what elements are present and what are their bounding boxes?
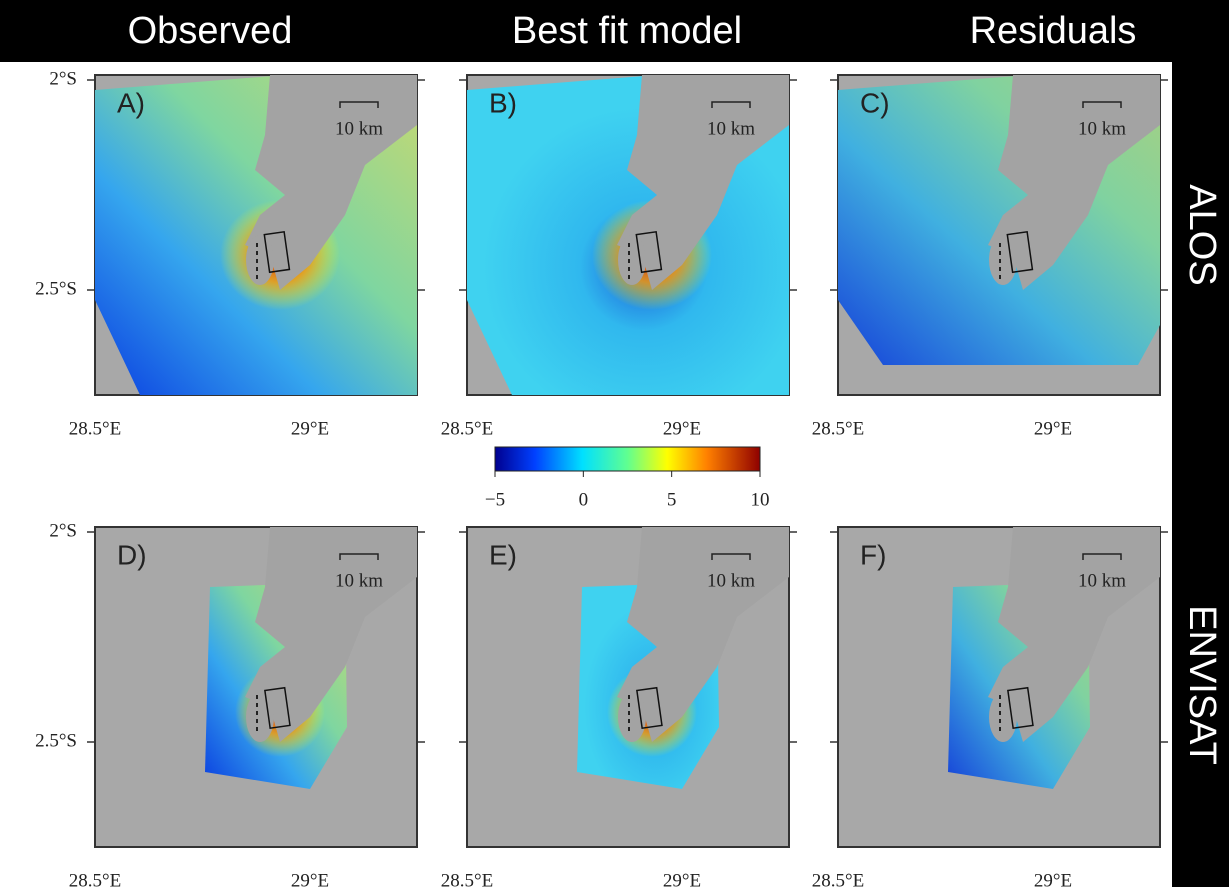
lake-bay — [618, 692, 646, 742]
lat-label: 2°S — [49, 520, 77, 541]
panel-label: C) — [860, 87, 890, 118]
lat-label: 2.5°S — [35, 278, 77, 299]
column-title: Observed — [128, 10, 293, 52]
panel-label: D) — [117, 539, 147, 570]
lake-bay — [989, 692, 1017, 742]
lon-label: 28.5°E — [69, 418, 121, 439]
lon-label: 29°E — [291, 870, 329, 887]
lat-label: 2.5°S — [35, 730, 77, 751]
lon-label: 29°E — [1034, 870, 1072, 887]
panel-label: E) — [489, 539, 517, 570]
lon-label: 28.5°E — [812, 418, 864, 439]
row-label: ALOS — [1181, 184, 1223, 285]
scale-label: 10 km — [1078, 570, 1126, 591]
lon-label: 28.5°E — [441, 870, 493, 887]
panel-label: B) — [489, 87, 517, 118]
lake-bay — [618, 235, 646, 285]
row-label: ENVISAT — [1181, 605, 1223, 765]
figure-canvas: Observed Best fit model Residuals ALOS ENVIS… — [0, 0, 1229, 887]
column-title: Best fit model — [512, 10, 742, 52]
panel-label: A) — [117, 87, 145, 118]
panel-label: F) — [860, 539, 886, 570]
lake-bay — [246, 235, 274, 285]
colorbar — [495, 447, 760, 471]
lat-label: 2°S — [49, 68, 77, 89]
colorbar-tick-label: 5 — [667, 489, 677, 510]
scale-label: 10 km — [707, 118, 755, 139]
scale-label: 10 km — [335, 118, 383, 139]
lon-label: 29°E — [663, 418, 701, 439]
scale-label: 10 km — [707, 570, 755, 591]
lon-label: 29°E — [291, 418, 329, 439]
colorbar-tick-label: −5 — [485, 489, 505, 510]
lon-label: 28.5°E — [441, 418, 493, 439]
colorbar-tick-label: 10 — [751, 489, 770, 510]
scale-label: 10 km — [335, 570, 383, 591]
lake-bay — [989, 235, 1017, 285]
lon-label: 28.5°E — [69, 870, 121, 887]
lon-label: 28.5°E — [812, 870, 864, 887]
lake-bay — [246, 692, 274, 742]
column-title: Residuals — [970, 10, 1137, 52]
figure: Observed Best fit model Residuals ALOS ENVIS… — [0, 0, 1229, 887]
lon-label: 29°E — [1034, 418, 1072, 439]
colorbar-tick-label: 0 — [579, 489, 589, 510]
scale-label: 10 km — [1078, 118, 1126, 139]
lon-label: 29°E — [663, 870, 701, 887]
